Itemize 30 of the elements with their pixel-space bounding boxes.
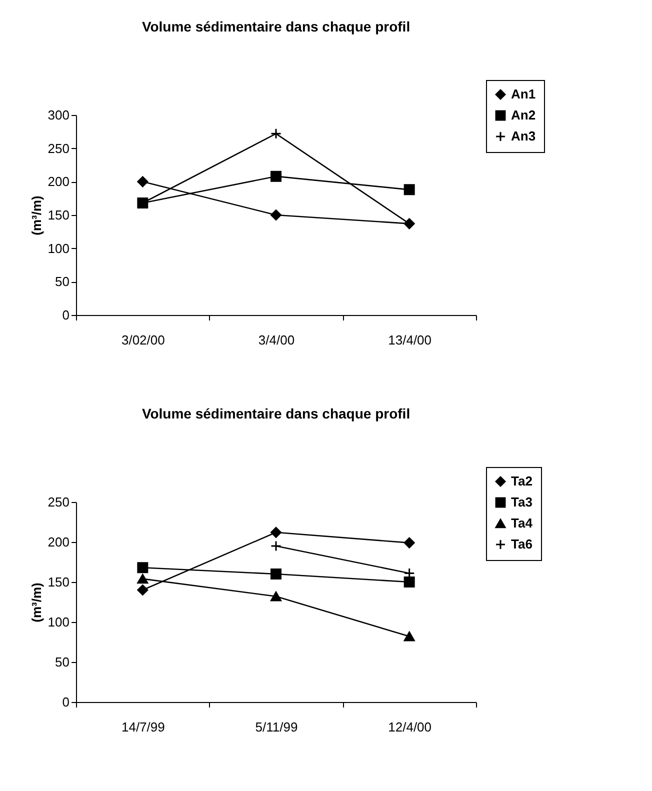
legend-label: Ta4: [511, 516, 534, 530]
y-tick-label: 0: [62, 308, 70, 322]
legend-label: Ta6: [511, 536, 532, 552]
x-tick-label: 12/4/00: [388, 720, 432, 734]
y-tick-label: 50: [55, 274, 70, 290]
x-tick-label: 5/11/99: [255, 720, 298, 734]
legend-label: An3: [511, 128, 536, 144]
y-tick-label: 200: [48, 534, 70, 550]
y-tick-label: 150: [48, 574, 70, 590]
y-tick-label: 250: [48, 140, 70, 156]
y-tick-label: 100: [48, 240, 70, 256]
chart-title: Volume sédimentaire dans chaque profil: [142, 406, 410, 422]
x-tick-label: 13/4/00: [388, 332, 432, 348]
y-tick-label: 250: [48, 494, 70, 510]
x-tick-label: 3/02/00: [121, 332, 165, 348]
legend-label: Ta2: [511, 474, 532, 488]
x-tick-label: 3/4/00: [258, 332, 295, 348]
y-tick-label: 200: [48, 174, 70, 190]
y-tick-label: 300: [48, 108, 70, 122]
y-tick-label: 150: [48, 208, 70, 222]
chart-title: Volume sédimentaire dans chaque profil: [142, 18, 410, 34]
y-axis-title: (m³/m): [28, 582, 44, 622]
y-tick-label: 100: [48, 614, 70, 630]
legend-label: An1: [511, 86, 536, 102]
y-tick-label: 0: [62, 694, 70, 710]
y-tick-label: 50: [55, 654, 70, 670]
legend-label: Ta3: [511, 494, 532, 510]
legend-label: An2: [511, 108, 536, 122]
y-axis-title: (m³/m): [28, 196, 44, 236]
x-tick-label: 14/7/99: [121, 720, 165, 734]
